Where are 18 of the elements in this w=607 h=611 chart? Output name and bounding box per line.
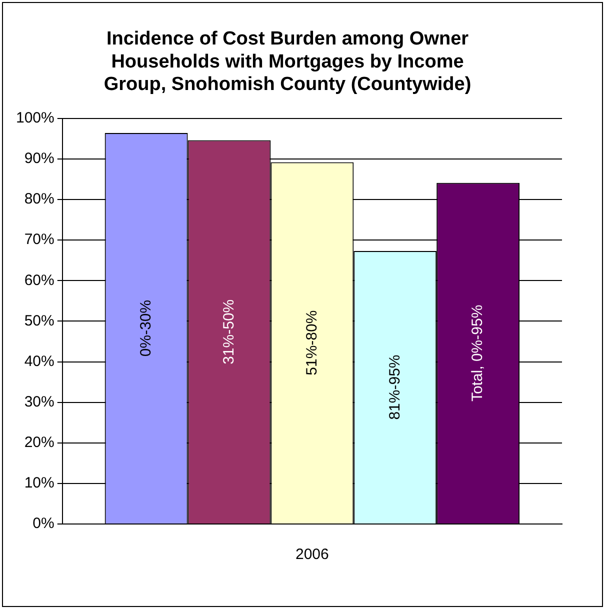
y-tick-label: 30% bbox=[24, 393, 54, 410]
y-tick-label: 100% bbox=[16, 110, 54, 127]
y-tick-label: 20% bbox=[24, 434, 54, 452]
y-tick-label: 90% bbox=[24, 150, 54, 168]
series-label: 0%-30% bbox=[137, 300, 154, 357]
series-label: Total, 0%-95% bbox=[469, 304, 486, 402]
y-tick-label: 0% bbox=[32, 515, 54, 532]
y-tick-label: 40% bbox=[24, 352, 54, 370]
x-tick-label: 2006 bbox=[295, 546, 329, 564]
chart-title: Incidence of Cost Burden among Owner Households with Mortgages by Income Group, Snohomish County (Countywide) bbox=[104, 28, 472, 96]
y-tick-label: 60% bbox=[24, 272, 54, 289]
series-label: 31%-50% bbox=[220, 299, 238, 364]
y-tick-label: 50% bbox=[24, 312, 54, 330]
y-tick-label: 80% bbox=[24, 190, 54, 208]
y-tick-label: 70% bbox=[24, 231, 54, 248]
series-label: 81%-95% bbox=[386, 354, 404, 420]
y-tick-label: 10% bbox=[24, 474, 54, 492]
series-label: 51%-80% bbox=[303, 310, 320, 376]
